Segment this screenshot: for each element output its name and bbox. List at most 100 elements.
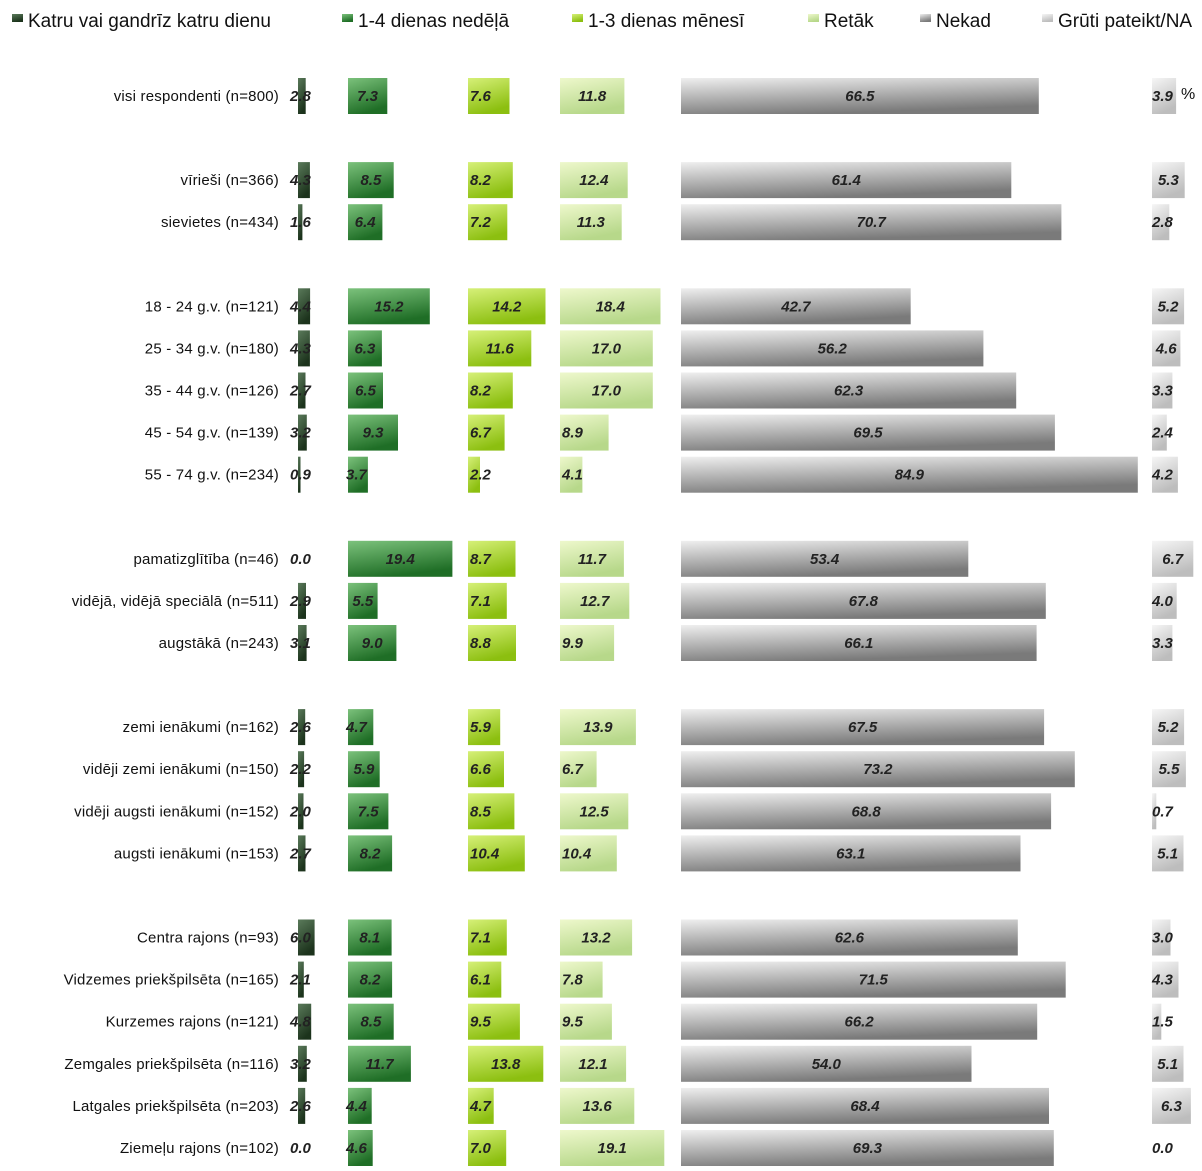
value-label: 6.5: [355, 383, 377, 400]
bar: [681, 372, 1017, 409]
category-label: Ziemeļu rajons (n=102): [120, 1140, 279, 1157]
value-label: 5.9: [470, 719, 492, 736]
value-label: 2.1: [289, 972, 311, 989]
category-label: Kurzemes rajons (n=121): [106, 1014, 279, 1031]
value-label: 66.2: [844, 1014, 874, 1031]
bar: [298, 78, 306, 114]
bar: [348, 372, 383, 409]
value-label: 2.6: [289, 1098, 312, 1115]
value-label: 4.3: [1151, 972, 1174, 989]
value-label: 3.2: [290, 1056, 312, 1073]
bar: [298, 414, 307, 451]
value-label: 7.8: [562, 972, 584, 989]
value-label: 0.0: [1152, 1140, 1174, 1157]
value-label: 12.7: [580, 593, 610, 610]
bar: [681, 919, 1018, 956]
value-label: 5.5: [1159, 761, 1181, 778]
value-label: 70.7: [857, 214, 887, 231]
value-label: 7.5: [358, 803, 380, 820]
bar: [1152, 372, 1173, 409]
bar: [298, 961, 304, 998]
bar: [681, 625, 1037, 661]
bar: [681, 709, 1045, 746]
bar: [1152, 751, 1186, 788]
value-label: 4.3: [289, 340, 312, 357]
value-label: 5.2: [1158, 298, 1180, 315]
legend-label: Nekad: [936, 11, 991, 32]
value-label: 3.7: [346, 467, 368, 484]
bar: [468, 288, 546, 325]
bar: [1152, 919, 1171, 956]
bars: [298, 78, 1194, 1166]
bar: [560, 456, 583, 493]
value-label: 12.1: [578, 1056, 607, 1073]
value-label: 67.5: [848, 719, 878, 736]
category-label: visi respondenti (n=800): [114, 88, 279, 105]
value-label: 73.2: [863, 761, 893, 778]
value-label: 67.8: [849, 593, 879, 610]
value-label: 11.8: [578, 88, 607, 105]
value-label: 0.7: [1152, 803, 1174, 820]
legend-label: Grūti pateikt/NA: [1058, 11, 1192, 32]
value-label: 11.3: [577, 214, 606, 231]
value-label: 2.8: [1151, 214, 1174, 231]
bar: [681, 1087, 1049, 1124]
value-label: 69.5: [853, 425, 883, 442]
category-label: Latgales priekšpilsēta (n=203): [72, 1098, 279, 1115]
category-label: Zemgales priekšpilsēta (n=116): [64, 1056, 279, 1073]
bar: [468, 751, 504, 788]
bar: [681, 330, 984, 367]
bar: [560, 372, 653, 409]
bar: [560, 1087, 635, 1124]
bar: [681, 1130, 1054, 1166]
value-label: 15.2: [374, 298, 404, 315]
value-label: 9.9: [562, 635, 584, 652]
category-label: vidēji augsti ienākumi (n=152): [74, 803, 279, 820]
value-label: 2.8: [289, 88, 312, 105]
bar: [298, 456, 301, 493]
bar: [560, 288, 661, 325]
bar: [560, 582, 630, 619]
value-label: 2.6: [289, 719, 312, 736]
value-label: 3.2: [290, 425, 312, 442]
bar: [468, 204, 508, 241]
legend-label: Katru vai gandrīz katru dienu: [28, 11, 271, 32]
bar: [560, 330, 653, 367]
bar: [348, 709, 374, 746]
bar: [298, 835, 306, 872]
value-label: 7.0: [470, 1140, 492, 1157]
category-label: 45 - 54 g.v. (n=139): [145, 425, 279, 442]
category-label: vīrieši (n=366): [181, 172, 279, 189]
bar: [348, 1087, 372, 1124]
bar: [681, 288, 911, 325]
bar: [468, 793, 515, 830]
bar: [681, 456, 1138, 493]
bar: [468, 1003, 520, 1040]
value-label: 12.5: [579, 803, 609, 820]
value-label: 4.1: [561, 467, 583, 484]
value-label: 4.6: [1155, 340, 1178, 357]
value-label: 6.1: [470, 972, 491, 989]
value-label: 7.6: [470, 88, 492, 105]
bar: [298, 919, 315, 956]
value-label: 2.7: [289, 845, 312, 862]
bar: [1152, 1003, 1162, 1040]
bar: [348, 1003, 394, 1040]
bar: [1152, 330, 1181, 367]
bar: [298, 162, 310, 199]
legend-label: Retāk: [824, 11, 874, 32]
value-label: 8.2: [360, 845, 382, 862]
value-label: 0.0: [290, 1140, 312, 1157]
value-label: 8.2: [470, 172, 492, 189]
value-labels: 2.8 7.3 7.6 11.8 66.5 3.9 4.3 8.5 8.2 12.4 61.4 5.3…: [289, 88, 1184, 1157]
bar: [298, 751, 305, 788]
value-label: 19.4: [386, 551, 416, 568]
bar: [681, 204, 1062, 241]
bar: [1152, 540, 1194, 577]
bar: [468, 709, 501, 746]
category-label: sievietes (n=434): [161, 214, 279, 231]
bar: [1152, 793, 1157, 830]
value-label: 11.7: [365, 1056, 394, 1073]
bar: [468, 78, 510, 114]
value-label: 6.4: [355, 214, 377, 231]
